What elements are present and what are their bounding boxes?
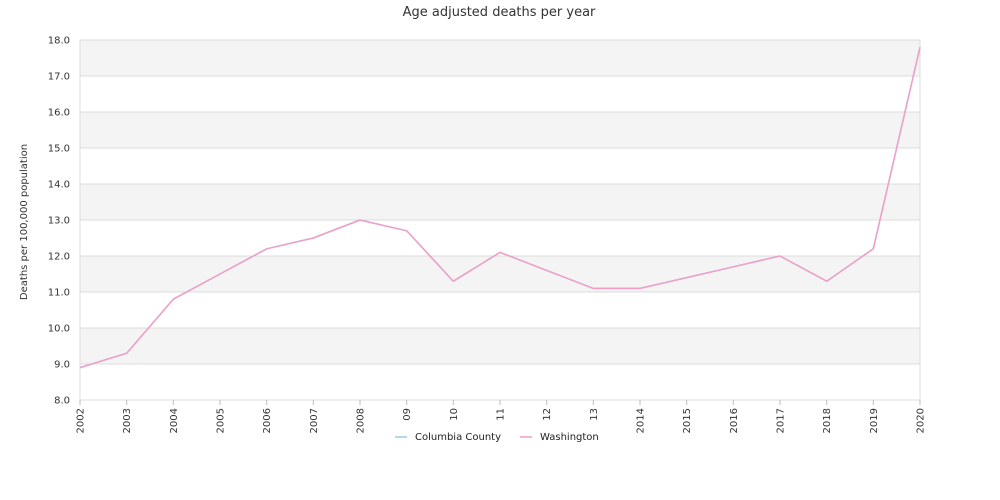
x-axis-ticks: 2002 2003 2004 2005 2006 2007 2008 09 10 11 12 13 20…: [76, 400, 927, 433]
x-tick-label: 11: [496, 408, 507, 421]
x-tick-label: 2019: [869, 408, 880, 433]
x-tick-label: 2018: [822, 408, 833, 433]
band-0: [80, 364, 920, 400]
x-tick-label: 13: [589, 408, 600, 421]
y-tick-label: 18.0: [48, 36, 70, 47]
y-tick-label: 11.0: [48, 288, 70, 299]
y-tick-label: 12.0: [48, 252, 70, 263]
y-tick-label: 9.0: [54, 360, 70, 371]
x-tick-label: 2014: [636, 408, 647, 433]
x-tick-label: 2017: [776, 408, 787, 433]
x-tick-label: 2016: [729, 408, 740, 433]
band-8: [80, 76, 920, 112]
x-tick-label: 2006: [262, 408, 273, 433]
y-axis-label: Deaths per 100,000 population: [19, 144, 30, 300]
x-tick-label: 09: [402, 408, 413, 421]
legend[interactable]: Columbia County Washington: [395, 432, 599, 443]
x-tick-label: 2002: [76, 408, 87, 433]
x-tick-label: 2008: [356, 408, 367, 433]
y-tick-label: 14.0: [48, 180, 70, 191]
band-1: [80, 328, 920, 364]
x-tick-label: 2020: [916, 408, 927, 433]
x-tick-label: 2005: [216, 408, 227, 433]
band-9: [80, 40, 920, 76]
y-tick-label: 8.0: [54, 396, 70, 407]
band-6: [80, 148, 920, 184]
legend-item-label[interactable]: Washington: [540, 432, 599, 443]
band-2: [80, 292, 920, 328]
x-tick-label: 2003: [122, 408, 133, 433]
band-7: [80, 112, 920, 148]
x-tick-label: 2007: [309, 408, 320, 433]
x-tick-label: 10: [449, 408, 460, 421]
y-tick-label: 13.0: [48, 216, 70, 227]
x-tick-label: 2015: [682, 408, 693, 433]
series-line-1: [79, 47, 921, 369]
series-lines: [79, 47, 921, 369]
y-tick-label: 16.0: [48, 108, 70, 119]
band-5: [80, 184, 920, 220]
y-tick-label: 17.0: [48, 72, 70, 83]
chart-title: Age adjusted deaths per year: [403, 5, 596, 20]
legend-item-label[interactable]: Columbia County: [415, 432, 501, 443]
background-bands: [80, 40, 920, 400]
y-tick-label: 10.0: [48, 324, 70, 335]
band-4: [80, 220, 920, 256]
x-tick-label: 12: [542, 408, 553, 421]
y-tick-label: 15.0: [48, 144, 70, 155]
y-axis-ticks: 8.0 9.0 10.0 11.0 12.0 13.0 14.0 15.0 16.0 17.0 18…: [48, 36, 70, 407]
x-tick-label: 2004: [169, 408, 180, 433]
band-3: [80, 256, 920, 292]
